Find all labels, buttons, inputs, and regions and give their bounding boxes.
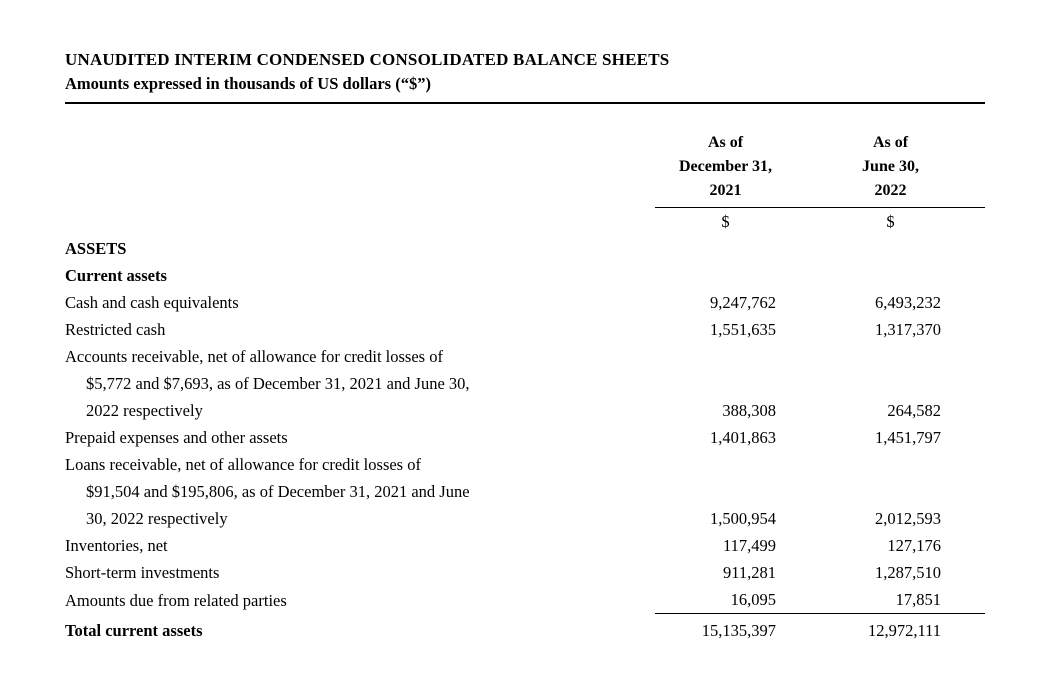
value-dec-2021: 15,135,397 — [701, 621, 776, 640]
currency-symbol-dec-2021: $ — [721, 212, 730, 231]
total-current-assets-row: Total current assets 15,135,397 12,972,1… — [65, 614, 985, 644]
row-values: 911,281 1,287,510 — [655, 559, 985, 586]
row-label-line: 30, 2022 respectively — [86, 509, 228, 528]
line-item-row-cash-and-cash-equivalents: Cash and cash equivalents 9,247,762 6,49… — [65, 289, 985, 316]
value-jun-2022: 12,972,111 — [867, 621, 941, 640]
value-jun-2022: 1,451,797 — [875, 428, 941, 447]
value-dec-2021: 16,095 — [730, 590, 776, 609]
header-divider — [65, 102, 985, 104]
value-jun-2022: 17,851 — [895, 590, 941, 609]
row-label: Short-term investments — [65, 563, 220, 582]
document-header: UNAUDITED INTERIM CONDENSED CONSOLIDATED… — [65, 47, 985, 104]
value-dec-2021: 388,308 — [722, 401, 776, 420]
row-label: Accounts receivable, net of allowance fo… — [65, 343, 655, 424]
section-label: ASSETS — [65, 239, 127, 258]
row-label: Prepaid expenses and other assets — [65, 428, 288, 447]
row-label-line: Accounts receivable, net of allowance fo… — [65, 347, 443, 366]
row-values: 9,247,762 6,493,232 — [655, 289, 985, 316]
value-jun-2022: 2,012,593 — [875, 509, 941, 528]
row-label-line: 2022 respectively — [86, 401, 203, 420]
document-title: UNAUDITED INTERIM CONDENSED CONSOLIDATED… — [65, 50, 670, 69]
row-values: 15,135,397 12,972,111 — [655, 617, 985, 644]
value-jun-2022: 1,317,370 — [875, 320, 941, 339]
total-label: Total current assets — [65, 621, 203, 640]
line-item-row-amounts-due-from-related-parties: Amounts due from related parties 16,095 … — [65, 586, 985, 614]
document-subtitle: Amounts expressed in thousands of US dol… — [65, 74, 431, 93]
row-label: Loans receivable, net of allowance for c… — [65, 451, 655, 532]
row-values: 1,500,954 2,012,593 — [655, 505, 985, 532]
header-line: As of — [707, 134, 744, 151]
line-item-row-accounts-receivable: Accounts receivable, net of allowance fo… — [65, 343, 985, 424]
value-dec-2021: 911,281 — [722, 563, 776, 582]
row-label-line: $91,504 and $195,806, as of December 31,… — [86, 482, 470, 501]
row-values: 388,308 264,582 — [655, 397, 985, 424]
row-values: 1,401,863 1,451,797 — [655, 424, 985, 451]
header-line: As of — [872, 134, 909, 151]
row-label: Restricted cash — [65, 320, 166, 339]
row-label-line: Loans receivable, net of allowance for c… — [65, 455, 421, 474]
value-dec-2021: 1,401,863 — [710, 428, 776, 447]
balance-sheet-table: As of December 31, 2021 As of June 30, 2… — [65, 131, 985, 644]
header-line: 2021 — [709, 182, 742, 199]
line-item-row-short-term-investments: Short-term investments 911,281 1,287,510 — [65, 559, 985, 586]
line-item-row-restricted-cash: Restricted cash 1,551,635 1,317,370 — [65, 316, 985, 343]
column-header-dec-31-2021: As of December 31, 2021 — [655, 131, 820, 203]
row-values: 117,499 127,176 — [655, 532, 985, 559]
currency-cells: $ $ — [655, 208, 985, 235]
value-jun-2022: 127,176 — [887, 536, 941, 555]
value-dec-2021: 117,499 — [722, 536, 776, 555]
line-item-row-loans-receivable: Loans receivable, net of allowance for c… — [65, 451, 985, 532]
value-jun-2022: 1,287,510 — [875, 563, 941, 582]
currency-row: $ $ — [65, 208, 985, 235]
row-label: Cash and cash equivalents — [65, 293, 239, 312]
row-label: Inventories, net — [65, 536, 168, 555]
line-item-row-inventories-net: Inventories, net 117,499 127,176 — [65, 532, 985, 559]
column-headers-row: As of December 31, 2021 As of June 30, 2… — [65, 131, 985, 208]
value-dec-2021: 1,500,954 — [710, 509, 776, 528]
header-line: December 31, — [679, 158, 772, 175]
document: UNAUDITED INTERIM CONDENSED CONSOLIDATED… — [65, 47, 985, 644]
row-label-line: $5,772 and $7,693, as of December 31, 20… — [86, 374, 470, 393]
value-jun-2022: 264,582 — [887, 401, 941, 420]
column-header-jun-30-2022: As of June 30, 2022 — [820, 131, 985, 203]
row-values: 1,551,635 1,317,370 — [655, 316, 985, 343]
section-label: Current assets — [65, 266, 167, 285]
row-label: Amounts due from related parties — [65, 591, 287, 610]
header-line: 2022 — [874, 182, 907, 199]
section-row-assets: ASSETS — [65, 235, 985, 262]
line-item-row-prepaid-expenses: Prepaid expenses and other assets 1,401,… — [65, 424, 985, 451]
section-row-current-assets: Current assets — [65, 262, 985, 289]
value-dec-2021: 9,247,762 — [710, 293, 776, 312]
header-line: June 30, — [862, 158, 919, 175]
column-headers: As of December 31, 2021 As of June 30, 2… — [655, 131, 985, 208]
value-dec-2021: 1,551,635 — [710, 320, 776, 339]
currency-symbol-jun-2022: $ — [886, 212, 895, 231]
row-values: 16,095 17,851 — [655, 586, 985, 614]
value-jun-2022: 6,493,232 — [875, 293, 941, 312]
